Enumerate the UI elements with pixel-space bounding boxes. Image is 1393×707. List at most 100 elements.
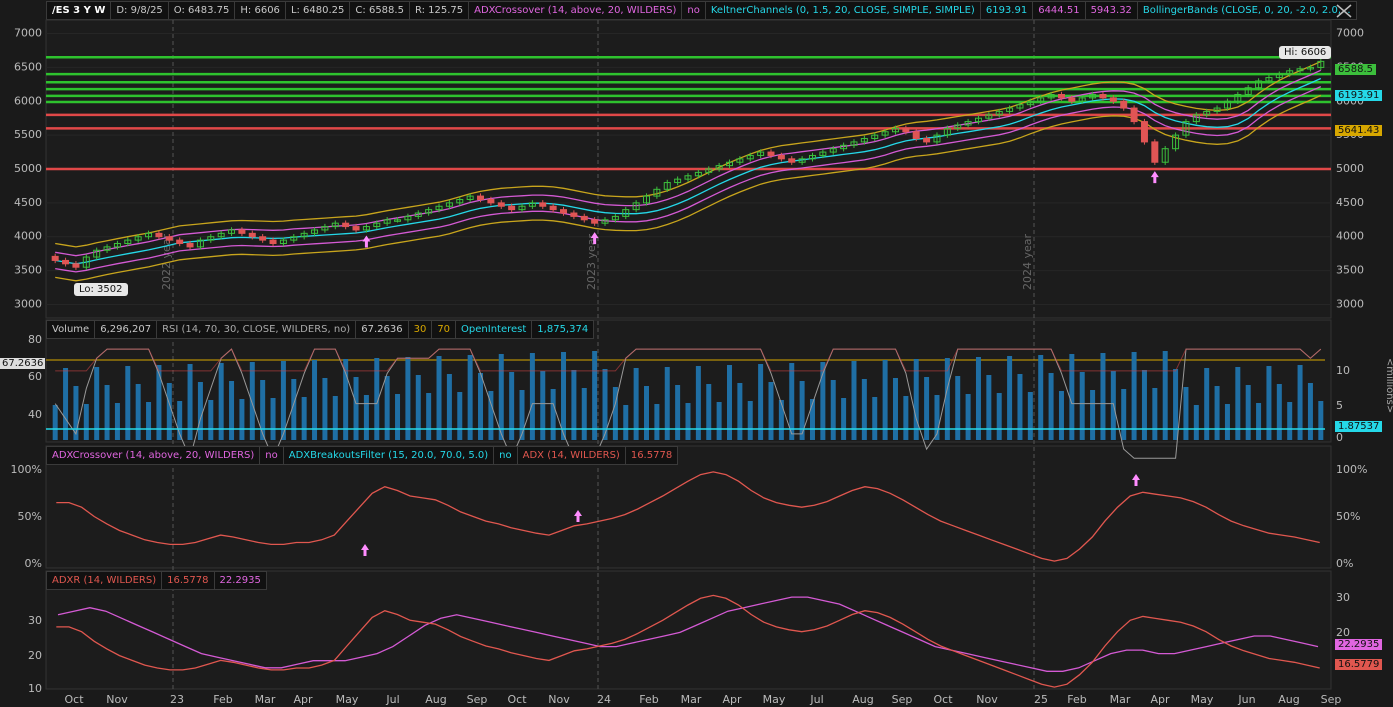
price-tick-left: 4500: [14, 196, 42, 209]
oi-label[interactable]: OpenInterest: [456, 321, 533, 338]
adx-study[interactable]: ADX (14, WILDERS): [518, 447, 626, 464]
volume-bar: [1287, 402, 1293, 440]
volume-bar: [270, 398, 276, 440]
x-axis-label: Nov: [548, 693, 570, 706]
price-tick-left: 7000: [14, 27, 42, 40]
x-axis-label: Sep: [892, 693, 913, 706]
volume-bar: [436, 356, 442, 440]
volume-bar: [1141, 370, 1147, 440]
candle-body: [1130, 107, 1138, 123]
x-axis-label: Sep: [1321, 693, 1342, 706]
keltner-study[interactable]: KeltnerChannels (0, 1.5, 20, CLOSE, SIMP…: [706, 2, 981, 19]
volume-bar: [1027, 392, 1033, 440]
candle-body: [643, 195, 651, 204]
x-axis-label: Oct: [507, 693, 527, 706]
adx-breakout-arrow-icon: [574, 510, 582, 522]
volume-bar: [415, 375, 421, 440]
candle-body: [1151, 141, 1159, 163]
oi-value: 1,875,374: [537, 324, 589, 335]
volume-bar: [892, 378, 898, 440]
candle-body: [1006, 107, 1014, 112]
x-axis-label: Aug: [852, 693, 873, 706]
candle-body: [611, 215, 619, 221]
volume-header: Volume 6,296,207 RSI (14, 70, 30, CLOSE,…: [46, 320, 595, 339]
volume-label[interactable]: Volume: [47, 321, 96, 338]
volume-bar: [239, 399, 245, 440]
candle-body: [196, 239, 204, 248]
volume-bar: [135, 384, 141, 440]
adxr-study[interactable]: ADXR (14, WILDERS): [47, 572, 163, 589]
candle-body: [1286, 70, 1294, 75]
candle-body: [725, 161, 733, 167]
candle-body: [155, 232, 163, 238]
close-label: C: 6588.5: [350, 2, 410, 19]
candle-body: [1078, 97, 1086, 102]
adx-breakout-arrow-icon: [1132, 474, 1140, 486]
x-axis-label: May: [763, 693, 786, 706]
candle-body: [466, 195, 474, 200]
volume-bar: [581, 388, 587, 440]
volume-bar: [1007, 356, 1013, 440]
adx-badge: 16.5779: [1335, 659, 1383, 670]
volume-bar: [1266, 366, 1272, 440]
volume-bar: [944, 358, 950, 440]
keltner-badge: 6193.91: [1335, 90, 1383, 101]
volume-bar: [260, 380, 266, 440]
volume-bar: [395, 394, 401, 440]
candle-body: [279, 239, 287, 244]
candle-body: [798, 158, 806, 163]
candle-body: [72, 263, 80, 268]
candle-body: [331, 222, 339, 228]
candle-body: [891, 127, 899, 133]
adx-cross2[interactable]: ADXCrossover (14, above, 20, WILDERS): [47, 447, 261, 464]
volume-bar: [623, 405, 629, 440]
candle-body: [528, 202, 536, 207]
candle-body: [300, 232, 308, 238]
candle-body: [808, 154, 816, 160]
volume-bar: [353, 377, 359, 440]
candle-body: [394, 219, 402, 222]
volume-bar: [509, 372, 515, 440]
volume-bar: [924, 377, 930, 440]
adx-breakout[interactable]: ADXBreakoutsFilter (15, 20.0, 70.0, 5.0): [284, 447, 495, 464]
open-label: O: 6483.75: [169, 2, 236, 19]
candle-body: [964, 121, 972, 126]
volume-bar: [726, 365, 732, 440]
expand-icon[interactable]: [1333, 1, 1355, 21]
volume-bar: [291, 379, 297, 440]
candle-body: [933, 134, 941, 143]
volume-bar: [1152, 388, 1158, 440]
volume-bar: [187, 364, 193, 440]
x-axis-label: 23: [170, 693, 184, 706]
x-axis-label: Jun: [1237, 693, 1255, 706]
adx-crossover-arrow-icon: [590, 232, 599, 245]
symbol-label[interactable]: /ES 3 Y W: [47, 2, 112, 19]
volume-bar: [1048, 373, 1054, 440]
x-axis-label: Jul: [385, 693, 399, 706]
adx-line-2: [56, 594, 1320, 688]
rsi-study[interactable]: RSI (14, 70, 30, CLOSE, WILDERS, no): [157, 321, 357, 338]
x-axis-label: Mar: [1110, 693, 1131, 706]
candle-body: [923, 138, 931, 143]
candle-body: [82, 256, 90, 268]
rsi-tick: 80: [28, 333, 42, 346]
volume-bar: [706, 384, 712, 440]
price-tick-right: 3000: [1336, 297, 1364, 310]
candle-body: [1275, 73, 1283, 79]
volume-bar: [312, 360, 318, 440]
adxr-line: [57, 596, 1319, 672]
x-axis-label: 25: [1034, 693, 1048, 706]
volume-bar: [571, 370, 577, 440]
keltner-upper: [55, 69, 1322, 257]
volume-bar: [83, 404, 89, 440]
volume-bar: [820, 362, 826, 440]
candle-body: [663, 182, 671, 190]
bollinger-study[interactable]: BollingerBands (CLOSE, 0, 20, -2.0, 2.0,…: [1142, 5, 1351, 16]
volume-bar: [1121, 389, 1127, 440]
candle-body: [217, 232, 225, 238]
adx-cross-study[interactable]: ADXCrossover (14, above, 20, WILDERS): [469, 2, 683, 19]
rsi-overbought-segment: [55, 348, 1322, 372]
candle-body: [425, 209, 433, 214]
volume-bar: [675, 385, 681, 440]
